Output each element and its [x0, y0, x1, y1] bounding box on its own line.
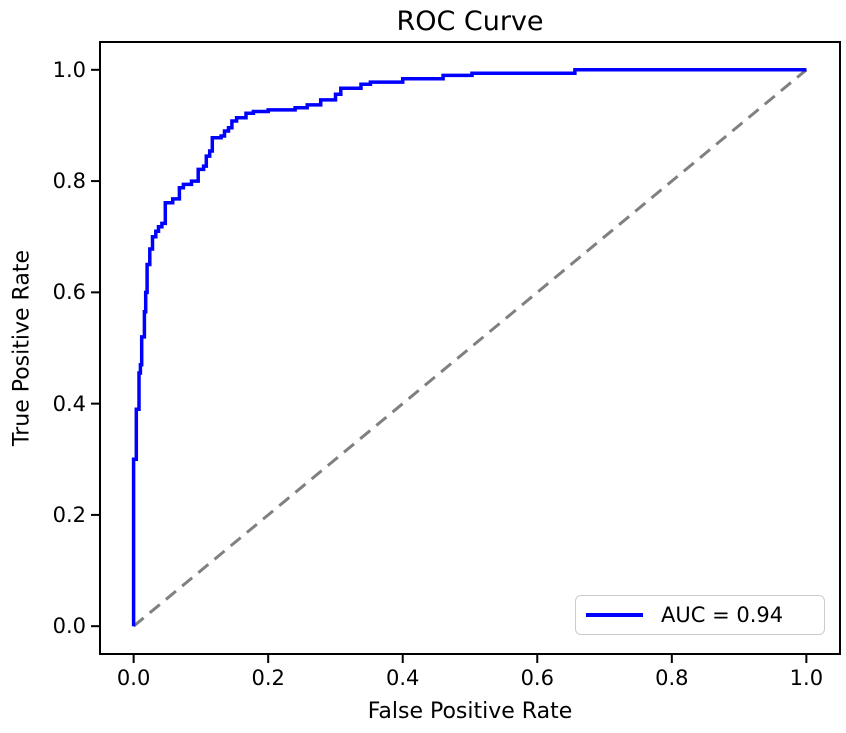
axes-frame — [99, 41, 841, 655]
x-tick-label: 0.8 — [655, 666, 689, 690]
x-axis-label: False Positive Rate — [367, 699, 573, 724]
y-tick-label: 0.6 — [52, 280, 86, 305]
x-tick-label: 1.0 — [789, 666, 824, 690]
y-tick-label: 0.4 — [52, 391, 86, 416]
x-tick-label: 0.2 — [251, 666, 285, 690]
y-tick-label: 0.8 — [52, 169, 86, 194]
x-tick-label: 0.0 — [116, 666, 151, 690]
y-axis-label: True Positive Rate — [9, 250, 35, 446]
x-tick-label: 0.4 — [386, 666, 420, 690]
legend-auc-label: AUC = 0.94 — [661, 603, 784, 627]
y-tick-label: 0.0 — [52, 614, 86, 639]
legend-line-sample — [586, 613, 643, 617]
legend: AUC = 0.94 — [575, 595, 825, 635]
y-tick-label: 0.2 — [52, 502, 86, 527]
roc-curve-line — [131, 68, 807, 627]
x-tick-label: 0.6 — [520, 666, 554, 690]
chart-title: ROC Curve — [396, 6, 544, 37]
y-tick-label: 1.0 — [52, 57, 86, 82]
